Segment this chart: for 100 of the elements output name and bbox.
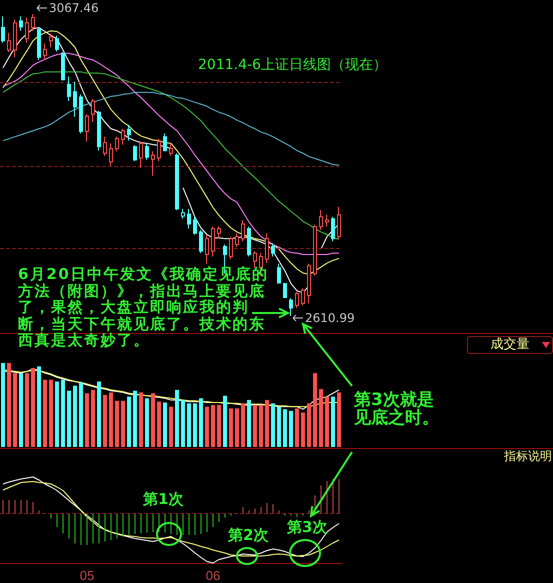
bar — [187, 403, 191, 447]
candlestick — [187, 208, 191, 230]
candlestick — [61, 52, 65, 81]
bar — [169, 406, 173, 447]
text: 第3次就是见底之时。 — [354, 390, 440, 428]
bar — [139, 392, 143, 447]
bar — [121, 400, 125, 447]
bar — [235, 408, 239, 447]
bar — [223, 396, 227, 447]
candlestick — [13, 19, 17, 58]
candlestick — [7, 32, 11, 53]
bar — [229, 408, 233, 447]
candlestick — [265, 232, 269, 264]
candlestick — [337, 206, 341, 240]
bar — [259, 405, 263, 447]
candlestick — [325, 214, 329, 228]
annotation: 第3次 — [287, 518, 328, 536]
annotation: 3067.46 — [49, 1, 99, 15]
bar — [127, 396, 131, 447]
candlestick — [133, 144, 137, 162]
bar — [241, 403, 245, 447]
candlestick — [319, 210, 323, 230]
bar — [163, 402, 167, 447]
bar — [67, 390, 71, 447]
bar — [115, 400, 119, 447]
candlestick — [97, 110, 101, 152]
candlestick — [67, 76, 71, 102]
text: 成交量 — [467, 336, 553, 354]
candlestick — [289, 298, 293, 316]
bar — [289, 410, 293, 447]
bar — [31, 368, 35, 447]
candlestick — [73, 81, 77, 118]
candlestick — [199, 229, 203, 254]
bar — [109, 392, 113, 447]
candlestick — [151, 150, 155, 176]
bar — [271, 403, 275, 447]
candlestick — [37, 27, 41, 60]
annotation: 第1次 — [143, 490, 184, 508]
candlestick — [163, 132, 167, 152]
bar — [193, 403, 197, 447]
candlestick — [229, 236, 233, 260]
bar — [307, 403, 311, 447]
candlestick — [1, 16, 5, 44]
candlestick — [247, 226, 251, 257]
annotation: 第2次 — [228, 526, 268, 544]
bar — [25, 373, 29, 447]
candlestick — [175, 152, 179, 211]
candlestick — [43, 42, 47, 60]
candlestick — [271, 242, 275, 257]
bar — [331, 396, 335, 447]
bar — [37, 366, 41, 447]
candlestick — [283, 282, 287, 299]
text: 指标说明 — [504, 449, 552, 463]
bar — [7, 363, 11, 447]
bar — [91, 390, 95, 447]
candlestick — [121, 128, 125, 146]
candlestick — [91, 98, 95, 123]
annotation: 6月20日中午发文《我确定见底的方法（附图）》，指出马上要见底了，果然，大盘立即响应我的判断，当天下午就见底了。技术的东西真是太奇妙了。 — [18, 265, 270, 349]
bar — [175, 390, 179, 447]
x-tick-label: 05 — [80, 568, 94, 583]
bar — [19, 373, 23, 447]
candlestick — [241, 220, 245, 242]
text: 2011.4-6上证日线图（现在） — [198, 57, 387, 73]
bar — [199, 398, 203, 447]
bar — [301, 412, 305, 447]
candlestick — [277, 263, 281, 284]
candlestick — [181, 208, 185, 220]
candlestick — [31, 14, 35, 32]
candlestick — [115, 136, 119, 152]
bar — [265, 400, 269, 447]
bar — [79, 382, 83, 447]
bar — [103, 394, 107, 447]
candlestick — [157, 138, 161, 162]
candlestick — [211, 226, 215, 257]
candlestick — [79, 94, 83, 134]
bar — [157, 402, 161, 447]
candlestick — [139, 140, 143, 168]
candlestick — [25, 17, 29, 44]
bar — [253, 405, 257, 447]
bar — [211, 405, 215, 447]
bar — [55, 381, 59, 447]
candlestick — [55, 34, 59, 52]
candlestick — [295, 292, 299, 309]
candlestick — [145, 142, 149, 160]
bar — [61, 380, 65, 447]
bar — [73, 386, 77, 447]
candlestick — [205, 234, 209, 264]
bar — [277, 406, 281, 447]
candlestick — [103, 136, 107, 156]
bar — [283, 409, 287, 447]
candlestick — [169, 142, 173, 156]
x-tick-label: 06 — [206, 568, 220, 583]
bar — [85, 393, 89, 447]
bar — [133, 390, 137, 447]
candlestick — [235, 232, 239, 248]
bar — [247, 400, 251, 447]
candlestick — [217, 226, 221, 240]
bar — [49, 380, 53, 447]
bar — [181, 400, 185, 447]
bar — [13, 373, 17, 447]
